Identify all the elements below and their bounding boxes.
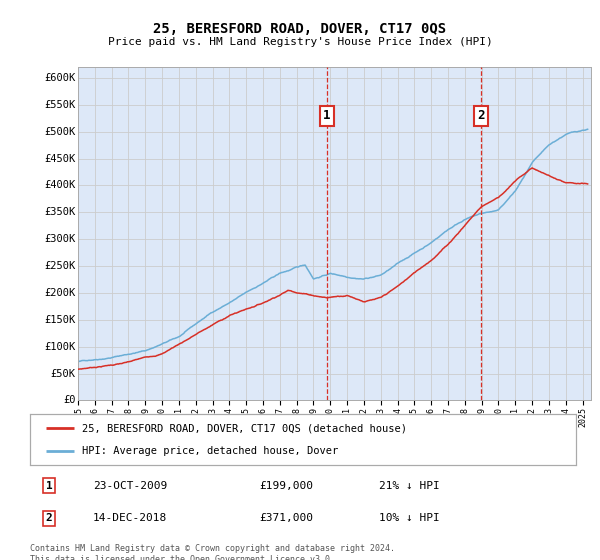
Text: £600K: £600K xyxy=(44,73,76,83)
Text: 1: 1 xyxy=(323,109,331,122)
Text: £200K: £200K xyxy=(44,288,76,298)
Text: £199,000: £199,000 xyxy=(259,481,313,491)
Text: £300K: £300K xyxy=(44,234,76,244)
Text: £250K: £250K xyxy=(44,261,76,271)
Text: Price paid vs. HM Land Registry's House Price Index (HPI): Price paid vs. HM Land Registry's House … xyxy=(107,37,493,47)
Text: 2: 2 xyxy=(46,513,52,523)
Text: £150K: £150K xyxy=(44,315,76,325)
Text: £50K: £50K xyxy=(50,368,76,379)
Text: 25, BERESFORD ROAD, DOVER, CT17 0QS (detached house): 25, BERESFORD ROAD, DOVER, CT17 0QS (det… xyxy=(82,423,407,433)
Text: 21% ↓ HPI: 21% ↓ HPI xyxy=(379,481,440,491)
Text: £371,000: £371,000 xyxy=(259,513,313,523)
Text: 2: 2 xyxy=(477,109,485,122)
Text: 23-OCT-2009: 23-OCT-2009 xyxy=(93,481,167,491)
Text: 1: 1 xyxy=(46,481,52,491)
Text: £350K: £350K xyxy=(44,207,76,217)
Text: 14-DEC-2018: 14-DEC-2018 xyxy=(93,513,167,523)
Text: HPI: Average price, detached house, Dover: HPI: Average price, detached house, Dove… xyxy=(82,446,338,456)
Text: 25, BERESFORD ROAD, DOVER, CT17 0QS: 25, BERESFORD ROAD, DOVER, CT17 0QS xyxy=(154,22,446,36)
Text: £550K: £550K xyxy=(44,100,76,110)
Text: £500K: £500K xyxy=(44,127,76,137)
Text: 10% ↓ HPI: 10% ↓ HPI xyxy=(379,513,440,523)
Text: Contains HM Land Registry data © Crown copyright and database right 2024.
This d: Contains HM Land Registry data © Crown c… xyxy=(30,544,395,560)
Text: £400K: £400K xyxy=(44,180,76,190)
Text: £450K: £450K xyxy=(44,153,76,164)
Text: £0: £0 xyxy=(63,395,76,405)
Text: £100K: £100K xyxy=(44,342,76,352)
